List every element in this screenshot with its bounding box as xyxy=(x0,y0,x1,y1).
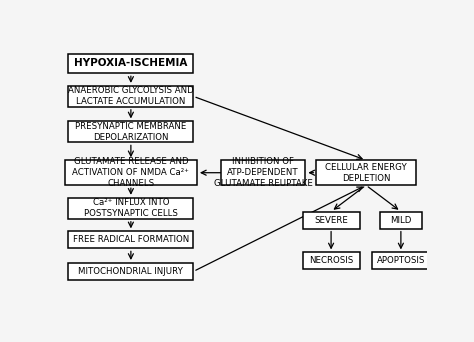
Text: APOPTOSIS: APOPTOSIS xyxy=(377,256,425,265)
Text: ANAEROBIC GLYCOLYSIS AND
LACTATE ACCUMULATION: ANAEROBIC GLYCOLYSIS AND LACTATE ACCUMUL… xyxy=(68,87,194,106)
FancyBboxPatch shape xyxy=(68,86,193,107)
FancyBboxPatch shape xyxy=(68,231,193,248)
FancyBboxPatch shape xyxy=(68,198,193,219)
FancyBboxPatch shape xyxy=(302,252,360,269)
FancyBboxPatch shape xyxy=(373,252,429,269)
Text: Ca²⁺ INFLUX INTO
POSTSYNAPTIC CELLS: Ca²⁺ INFLUX INTO POSTSYNAPTIC CELLS xyxy=(84,198,178,218)
FancyBboxPatch shape xyxy=(68,263,193,280)
FancyBboxPatch shape xyxy=(380,212,422,229)
Text: FREE RADICAL FORMATION: FREE RADICAL FORMATION xyxy=(73,235,189,245)
FancyBboxPatch shape xyxy=(221,160,305,185)
Text: PRESYNAPTIC MEMBRANE
DEPOLARIZATION: PRESYNAPTIC MEMBRANE DEPOLARIZATION xyxy=(75,122,187,142)
Text: SEVERE: SEVERE xyxy=(314,215,348,225)
Text: HYPOXIA-ISCHEMIA: HYPOXIA-ISCHEMIA xyxy=(74,58,188,68)
Text: INHIBITION OF
ATP-DEPENDENT
GLUTAMATE REUPTAKE: INHIBITION OF ATP-DEPENDENT GLUTAMATE RE… xyxy=(214,157,312,188)
FancyBboxPatch shape xyxy=(316,160,416,185)
FancyBboxPatch shape xyxy=(68,54,193,73)
Text: CELLULAR ENERGY
DEPLETION: CELLULAR ENERGY DEPLETION xyxy=(325,163,407,183)
FancyBboxPatch shape xyxy=(302,212,360,229)
FancyBboxPatch shape xyxy=(65,160,197,185)
Text: GLUTAMATE RELEASE AND
ACTIVATION OF NMDA Ca²⁺
CHANNELS: GLUTAMATE RELEASE AND ACTIVATION OF NMDA… xyxy=(73,157,189,188)
Text: NECROSIS: NECROSIS xyxy=(309,256,353,265)
FancyBboxPatch shape xyxy=(68,121,193,142)
Text: MITOCHONDRIAL INJURY: MITOCHONDRIAL INJURY xyxy=(78,267,183,276)
Text: MILD: MILD xyxy=(390,215,411,225)
